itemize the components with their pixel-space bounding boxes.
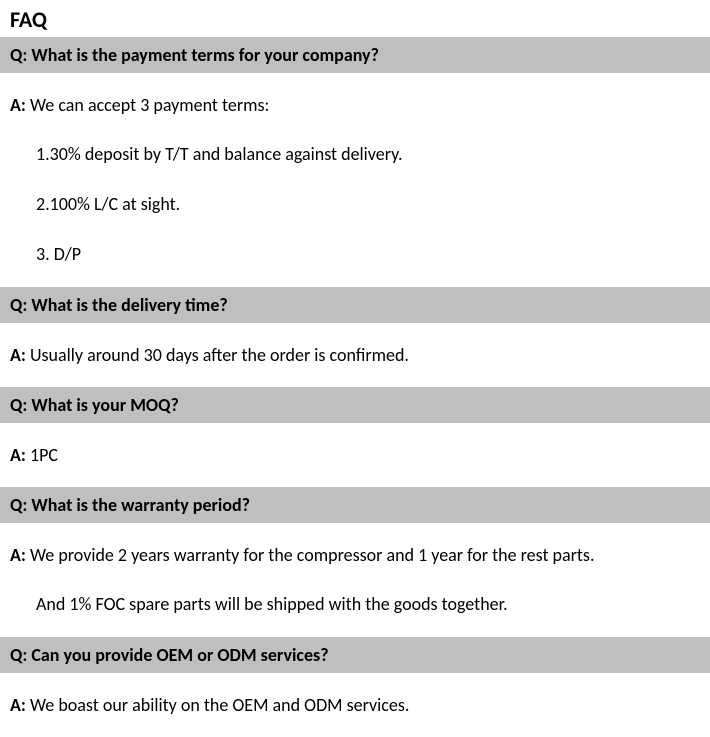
faq-answer: A: We boast our ability on the OEM and O… [0,687,710,723]
a-label: A: [10,344,30,366]
a-label: A: [10,444,30,466]
q-text: What is the payment terms for your compa… [31,44,379,66]
faq-question: Q: Can you provide OEM or ODM services? [0,637,710,673]
q-label: Q: [10,644,31,666]
q-label: Q: [10,44,31,66]
faq-question: Q: What is the warranty period? [0,487,710,523]
faq-question: Q: What is your MOQ? [0,387,710,423]
a-label: A: [10,544,30,566]
faq-answer: A: We can accept 3 payment terms: [0,87,710,123]
faq-answer-item: 3. D/P [0,237,710,271]
a-text: 1PC [30,444,58,466]
q-text: What is the delivery time? [31,294,227,316]
q-text: What is the warranty period? [31,494,250,516]
faq-question: Q: What is the payment terms for your co… [0,37,710,73]
q-text: Can you provide OEM or ODM services? [31,644,328,666]
faq-answer: A: 1PC [0,437,710,473]
q-text: What is your MOQ? [31,394,178,416]
q-label: Q: [10,394,31,416]
q-label: Q: [10,494,31,516]
a-label: A: [10,94,30,116]
faq-container: FAQ Q: What is the payment terms for you… [0,0,710,723]
faq-answer-item: 2.100% L/C at sight. [0,187,710,221]
a-text: We can accept 3 payment terms: [30,94,269,116]
faq-answer-item: 1.30% deposit by T/T and balance against… [0,137,710,171]
faq-answer: A: We provide 2 years warranty for the c… [0,537,710,573]
faq-title: FAQ [0,0,710,37]
faq-answer: A: Usually around 30 days after the orde… [0,337,710,373]
a-text: Usually around 30 days after the order i… [30,344,409,366]
a-text: We provide 2 years warranty for the comp… [30,544,595,566]
a-text: We boast our ability on the OEM and ODM … [30,694,410,716]
faq-question: Q: What is the delivery time? [0,287,710,323]
q-label: Q: [10,294,31,316]
a-label: A: [10,694,30,716]
faq-answer-extra: And 1% FOC spare parts will be shipped w… [0,587,710,621]
